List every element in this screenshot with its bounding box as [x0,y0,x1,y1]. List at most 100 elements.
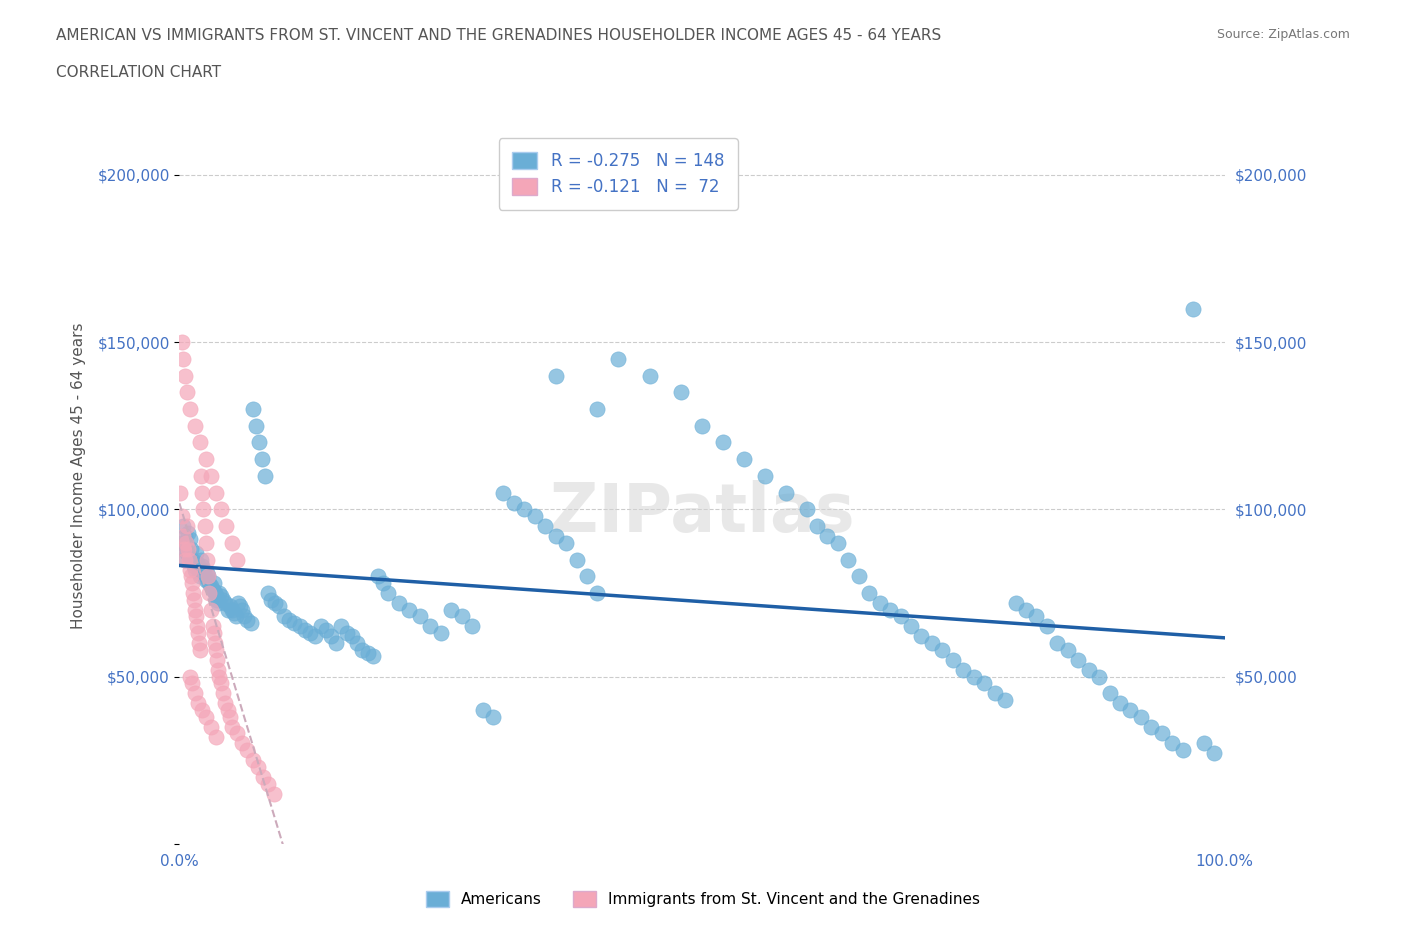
Point [179,532,201,547]
Point [188,643,211,658]
Point [184,603,207,618]
Point [191,702,214,717]
Point [193,519,215,534]
Point [172,519,194,534]
Point [209,502,232,517]
Point [184,562,207,577]
Point [231,603,253,618]
Point [205,643,228,658]
Point [215,519,238,534]
Point [194,536,217,551]
Point [218,599,240,614]
Point [173,542,195,557]
Point [236,743,259,758]
Point [187,626,209,641]
Point [513,502,536,517]
Point [299,626,322,641]
Text: ZIPatlas: ZIPatlas [550,480,855,546]
Point [209,676,232,691]
Point [1129,710,1152,724]
Point [207,662,229,677]
Point [523,509,546,524]
Point [197,586,219,601]
Point [188,569,211,584]
Point [242,402,264,417]
Point [193,562,215,577]
Point [373,576,395,591]
Point [193,569,215,584]
Point [218,710,240,724]
Text: AMERICAN VS IMMIGRANTS FROM ST. VINCENT AND THE GRENADINES HOUSEHOLDER INCOME AG: AMERICAN VS IMMIGRANTS FROM ST. VINCENT … [56,28,942,43]
Legend: R = -0.275   N = 148, R = -0.121   N =  72: R = -0.275 N = 148, R = -0.121 N = 72 [499,139,738,210]
Point [183,559,205,574]
Point [239,616,262,631]
Point [942,652,965,667]
Point [555,536,578,551]
Point [226,726,249,741]
Point [815,528,838,543]
Y-axis label: Householder Income Ages 45 - 64 years: Householder Income Ages 45 - 64 years [72,323,86,629]
Point [225,609,247,624]
Point [187,696,209,711]
Point [212,592,235,607]
Point [179,562,201,577]
Point [217,603,239,618]
Point [263,595,285,610]
Point [309,619,332,634]
Point [207,595,229,610]
Point [267,599,290,614]
Point [1004,595,1026,610]
Point [202,626,225,641]
Point [201,619,224,634]
Point [205,485,228,500]
Point [195,565,218,580]
Point [205,589,228,604]
Point [336,626,359,641]
Point [827,536,849,551]
Point [177,549,200,564]
Point [187,559,209,574]
Point [638,368,661,383]
Point [186,609,208,624]
Point [177,525,200,540]
Point [419,619,441,634]
Point [252,769,274,784]
Point [869,595,891,610]
Point [236,612,259,627]
Point [193,502,215,517]
Point [273,609,295,624]
Point [179,669,201,684]
Point [1067,652,1090,667]
Point [921,636,943,651]
Point [245,418,267,433]
Point [170,335,193,350]
Point [1182,301,1205,316]
Point [181,676,204,691]
Point [205,592,228,607]
Legend: Americans, Immigrants from St. Vincent and the Grenadines: Americans, Immigrants from St. Vincent a… [420,884,986,913]
Point [576,569,599,584]
Point [173,552,195,567]
Point [586,402,609,417]
Point [186,619,208,634]
Point [848,569,870,584]
Point [229,599,252,614]
Point [1098,685,1121,700]
Point [754,469,776,484]
Point [204,636,226,651]
Point [806,519,828,534]
Point [173,542,195,557]
Point [1119,702,1142,717]
Point [450,609,472,624]
Point [330,619,353,634]
Point [278,612,301,627]
Point [890,609,912,624]
Text: Source: ZipAtlas.com: Source: ZipAtlas.com [1216,28,1350,41]
Point [1171,743,1194,758]
Point [209,589,232,604]
Point [184,685,207,700]
Point [250,452,273,467]
Point [231,736,253,751]
Point [247,435,270,450]
Point [191,559,214,574]
